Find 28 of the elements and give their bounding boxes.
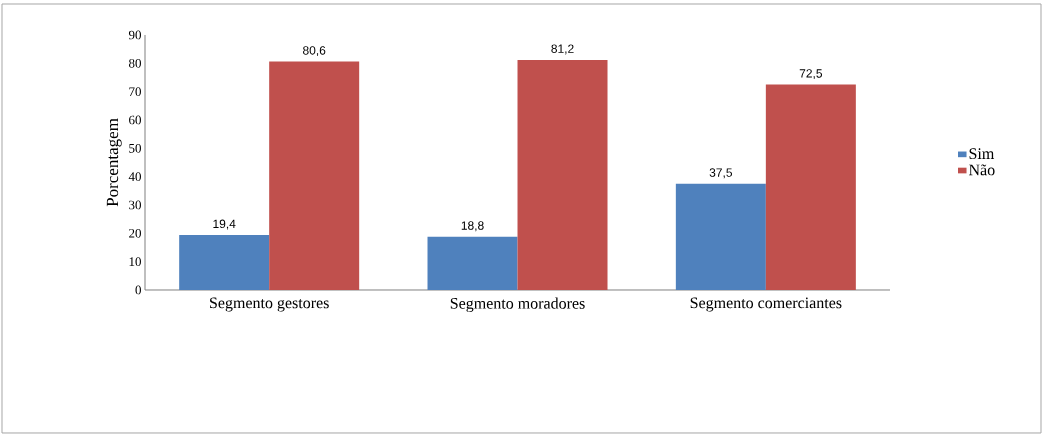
- legend-label: Sim: [969, 148, 995, 160]
- legend-label: Não: [968, 164, 995, 176]
- x-tick-label: Segmento comerciantes: [690, 297, 842, 312]
- y-tick-label: 10: [129, 257, 141, 267]
- data-label: 80,6: [303, 46, 326, 57]
- data-label: 81,2: [551, 44, 574, 55]
- bar: [179, 235, 270, 290]
- y-tick-label: 20: [129, 228, 141, 238]
- data-label: 19,4: [213, 219, 236, 230]
- y-tick-label: 80: [128, 58, 141, 68]
- data-label: 37,5: [709, 168, 733, 179]
- bar: [269, 61, 360, 290]
- y-tick-label: 70: [129, 87, 141, 97]
- data-label: 72,5: [799, 69, 823, 80]
- x-tick-label: Segmento gestores: [210, 297, 329, 312]
- bar: [765, 84, 856, 290]
- bar: [675, 183, 766, 290]
- y-tick-label: 50: [129, 143, 141, 153]
- y-tick-label: 30: [129, 200, 141, 210]
- bar: [517, 59, 608, 290]
- y-tick-label: 90: [128, 30, 141, 40]
- y-tick-label: 60: [129, 115, 141, 125]
- bar: [427, 236, 518, 290]
- y-axis-title: Porcentagem: [106, 118, 122, 207]
- y-tick-label: 40: [128, 172, 141, 182]
- x-tick-label: Segmento moradores: [450, 297, 585, 313]
- data-label: 18,8: [461, 221, 484, 232]
- y-tick-label: 0: [135, 285, 141, 295]
